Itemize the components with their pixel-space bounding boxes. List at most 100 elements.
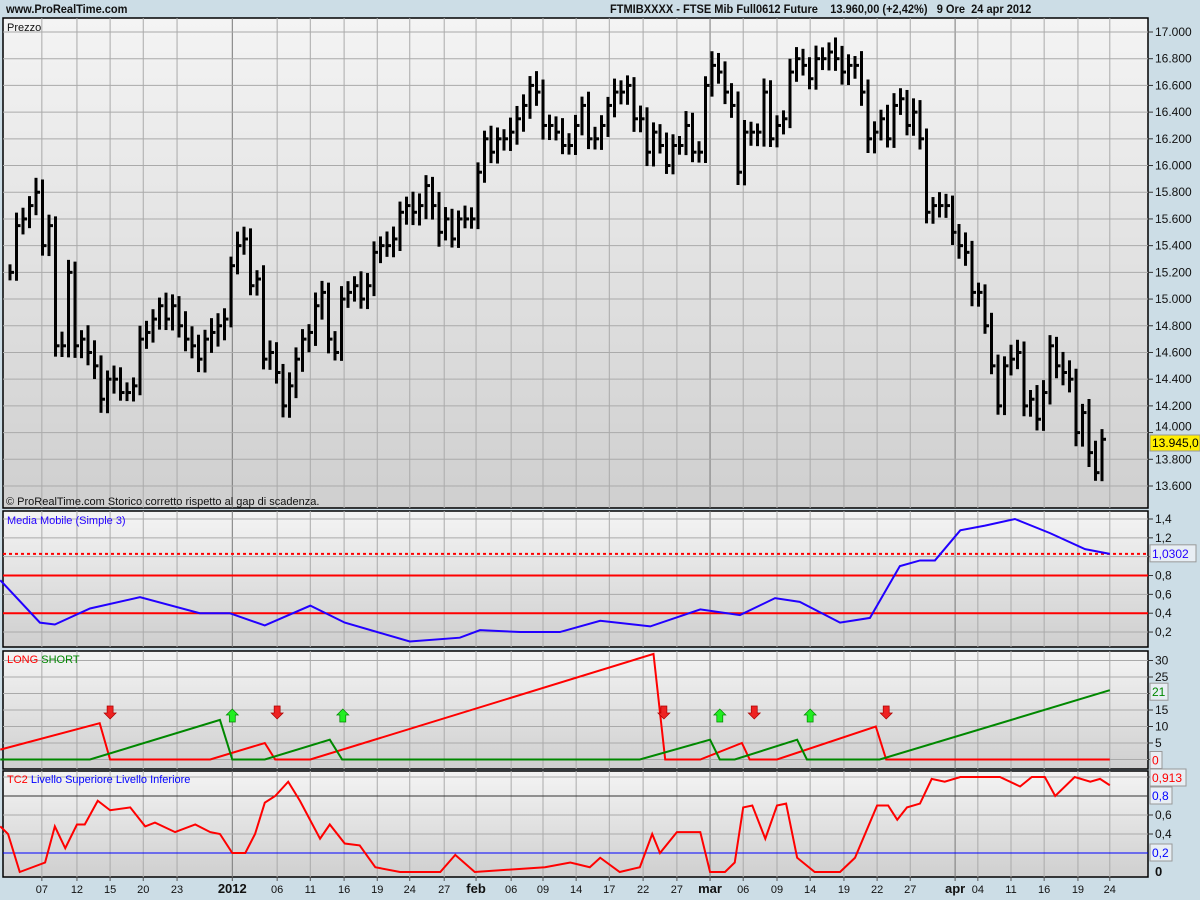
footnote: © ProRealTime.com Storico corretto rispe… [6,496,319,508]
lower-level-label-box [1149,843,1173,862]
price-tick-label: 16.200 [1155,132,1192,146]
arrow-down-icon [747,705,762,720]
x-tick-label: 2012 [218,881,247,896]
x-tick-label: 24 [404,884,416,896]
x-tick-label: 27 [904,884,916,896]
x-tick-label: 22 [637,884,649,896]
tc2-panel: TC2 Livello Superiore Livello Inferiore [0,770,1149,878]
tc2-tick-label: 0 [1155,864,1162,879]
ls-tick-label: 10 [1155,720,1169,734]
price-tick-label: 15.000 [1155,292,1192,306]
panel-background [2,510,1149,648]
long-last-label: 0 [1152,754,1159,768]
price-tick-label: 15.800 [1155,185,1192,199]
ma-tick-label: 1,4 [1155,512,1172,526]
price-tick-label: 13.800 [1155,452,1192,466]
tc2-last-label: 0,913 [1152,771,1182,785]
arrow-up-icon [225,708,240,723]
instrument: FTMIBXXXX - FTSE Mib Full0612 Future [610,2,818,16]
tc2-label: TC2 [7,774,28,786]
lower-level-label: 0,2 [1152,846,1169,860]
panel-title: TC2 Livello Superiore Livello Inferiore [7,774,190,786]
x-tick-label: 19 [371,884,383,896]
price-tick-label: 16.600 [1155,78,1192,92]
x-tick-label: apr [945,881,965,896]
tc2-tick-label: 0,4 [1155,827,1172,841]
arrow-down-icon [879,705,894,720]
ls-tick-label: 30 [1155,654,1169,668]
x-tick-label: 09 [537,884,549,896]
ls-tick-label: 5 [1155,736,1162,750]
last-price: 13.960,00 (+2,42%) [830,2,928,16]
price-tick-label: 15.600 [1155,212,1192,226]
price-tick-label: 14.000 [1155,420,1192,434]
timeframe: 9 Ore [936,2,965,16]
x-tick-label: 09 [771,884,783,896]
chart-title: FTMIBXXXX - FTSE Mib Full0612 Future 13.… [610,2,1031,16]
tc2-last-label-box [1149,768,1187,787]
ma-tick-label: 0,8 [1155,569,1172,583]
x-tick-label: 07 [36,884,48,896]
long-line [0,652,1110,761]
ma-last-label: 1,0302 [1152,547,1189,561]
short-line [0,689,1111,761]
panel-title: Media Mobile (Simple 3) [7,515,126,527]
x-tick-label: 24 [1104,884,1116,896]
x-tick-label: 06 [271,884,283,896]
panel-background [2,17,1149,509]
ls-tick-label: 15 [1155,703,1169,717]
ma-tick-label: 0,2 [1155,625,1172,639]
last-price-label: 13.945,0 [1152,436,1199,450]
x-tick-label: 27 [438,884,450,896]
x-tick-label: 27 [671,884,683,896]
arrow-down-icon [103,705,117,720]
x-tick-label: 06 [505,884,517,896]
long-label: LONG [7,654,38,666]
x-tick-label: 19 [1072,884,1084,896]
panel-title: Prezzo [7,22,41,34]
x-tick-label: feb [466,881,486,896]
site-name[interactable]: www.ProRealTime.com [6,2,128,16]
price-tick-label: 14.200 [1155,399,1192,413]
price-tick-label: 16.800 [1155,52,1192,66]
price-tick-label: 15.400 [1155,239,1192,253]
arrow-up-icon [335,708,350,723]
last-price-box [1149,434,1200,452]
ma-tick-label: 0,4 [1155,606,1172,620]
x-tick-label: 16 [338,884,350,896]
panel-title: LONG SHORT [7,654,80,666]
price-panel: Prezzo © ProRealTime.com Storico corretto… [2,17,1149,509]
price-tick-label: 17.000 [1155,25,1192,39]
ma-tick-label: 0,6 [1155,587,1172,601]
tc2-line [0,775,1111,874]
x-tick-label: 17 [603,884,615,896]
date: 24 apr 2012 [971,2,1032,16]
x-tick-label: 12 [71,884,83,896]
short-last-label-box [1149,682,1169,701]
arrow-up-icon [803,708,817,723]
price-tick-label: 14.600 [1155,345,1192,359]
x-tick-label: 14 [804,884,816,896]
x-tick-label: mar [698,881,722,896]
x-tick-label: 15 [104,884,116,896]
short-label: SHORT [41,654,80,666]
x-tick-label: 20 [137,884,149,896]
x-tick-label: 11 [305,884,316,896]
price-tick-label: 16.400 [1155,105,1192,119]
price-tick-label: 15.200 [1155,265,1192,279]
tc2-tick-label: 0,6 [1155,808,1172,822]
levels-label: Livello Superiore Livello Inferiore [31,774,191,786]
x-tick-label: 11 [1005,884,1016,896]
ma-tick-label: 1,2 [1155,531,1172,545]
panel-background [2,770,1149,878]
upper-level-label-box [1149,786,1173,805]
moving-average-panel: Media Mobile (Simple 3) [0,510,1149,648]
arrow-down-icon [657,705,671,720]
x-tick-label: 22 [871,884,883,896]
x-tick-label: 23 [171,884,183,896]
short-last-label: 21 [1152,685,1166,699]
long-short-panel: LONG SHORT [0,650,1149,770]
x-tick-label: 19 [838,884,850,896]
price-tick-label: 16.000 [1155,159,1192,173]
